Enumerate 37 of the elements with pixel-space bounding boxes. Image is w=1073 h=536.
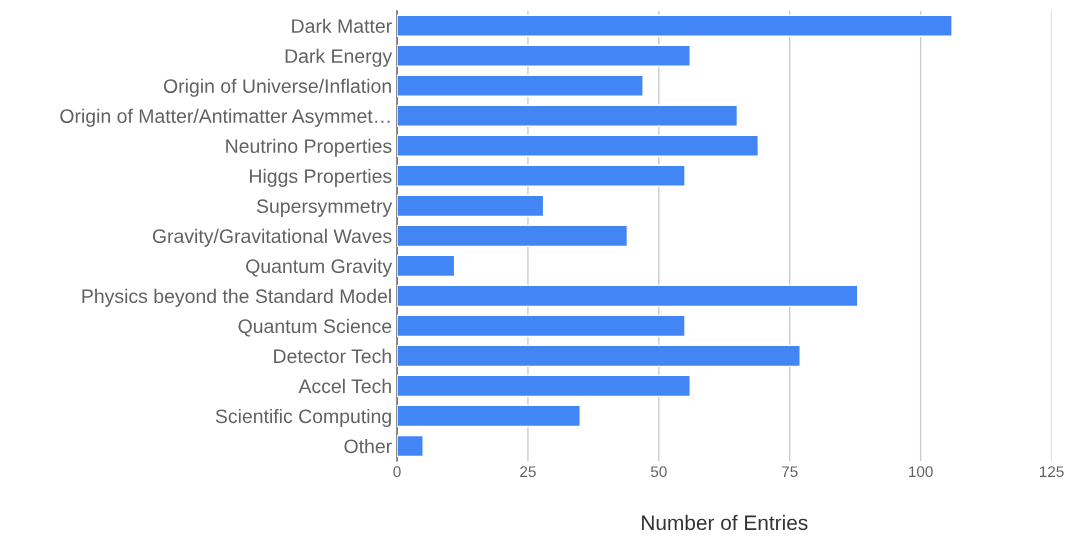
y-tick-label: Scientific Computing <box>215 408 391 428</box>
bar <box>397 104 739 127</box>
y-tick-label: Gravity/Gravitational Waves <box>152 228 392 247</box>
bar <box>397 164 686 188</box>
bar <box>397 374 691 398</box>
bar <box>397 224 629 248</box>
x-tick-label: 100 <box>909 466 933 478</box>
y-tick-label: Dark Matter <box>292 18 392 33</box>
y-tick-label: Higgs Properties <box>250 168 392 187</box>
bar <box>397 314 686 338</box>
x-tick-label: 50 <box>650 466 667 478</box>
bar <box>397 434 424 458</box>
x-tick-label: 0 <box>393 466 401 478</box>
x-tick-label: 75 <box>782 466 798 478</box>
x-tick-label: 25 <box>520 466 536 478</box>
bar <box>397 74 644 97</box>
y-tick-label: Quantum Gravity <box>246 258 393 277</box>
bar <box>397 194 545 218</box>
y-tick-label: Dark Energy <box>285 48 393 67</box>
bar <box>397 134 760 157</box>
bar <box>397 44 691 67</box>
y-tick-label: Detector Tech <box>274 348 391 364</box>
bar <box>397 254 456 278</box>
bar <box>397 284 859 308</box>
y-tick-label: Accel Tech <box>298 378 391 394</box>
x-axis-title: Number of Entries <box>642 514 808 531</box>
y-tick-label: Quantum Science <box>238 318 392 337</box>
y-tick-label: Neutrino Properties <box>226 138 392 157</box>
bar <box>397 344 801 368</box>
y-tick-label: Physics beyond the Standard Model <box>82 288 391 307</box>
x-tick-label: 125 <box>1039 466 1064 478</box>
bar <box>397 14 953 37</box>
bar <box>397 404 581 428</box>
y-tick-label: Origin of Universe/Inflation <box>163 78 391 97</box>
y-tick-label: Supersymmetry <box>256 199 393 217</box>
y-tick-label: Other <box>344 438 392 454</box>
y-tick-label: Origin of Matter/Antimatter Asymmet… <box>60 108 390 127</box>
